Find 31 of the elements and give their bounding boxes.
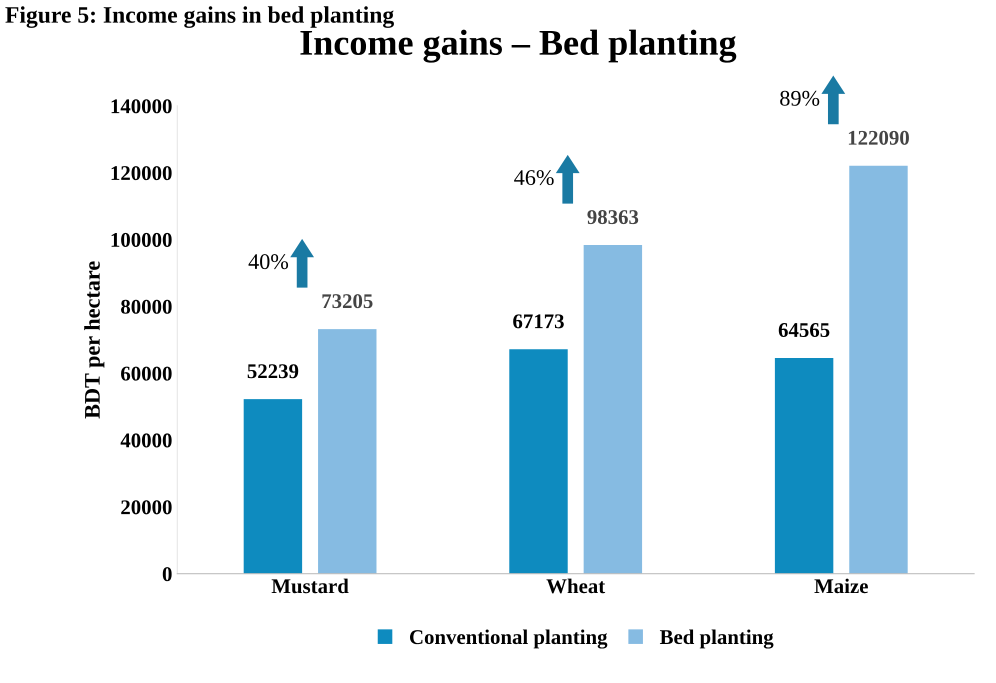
chart-title: Income gains – Bed planting <box>300 30 736 63</box>
text: 89% <box>780 90 820 106</box>
annotation: 40% <box>248 254 288 270</box>
data-label: 52239 <box>248 364 298 378</box>
x-tick-label: Maize <box>814 578 868 594</box>
y-tick-label: 120000 <box>112 166 172 180</box>
caption: Figure 5: Income gains in bed planting <box>5 6 394 28</box>
data-label: 98363 <box>587 210 638 224</box>
bar <box>318 329 376 574</box>
legend-label: Bed planting <box>660 629 774 649</box>
y-tick-label: 0 <box>162 567 172 582</box>
x-tick-label: Mustard <box>272 578 349 594</box>
data-label: 122090 <box>848 130 909 145</box>
y-tick-label: 20000 <box>121 500 172 514</box>
x-tick-label: Wheat <box>546 578 606 594</box>
data-label: 73205 <box>322 294 373 308</box>
y-tick-label: 80000 <box>121 300 172 314</box>
data-label: 64565 <box>778 323 830 338</box>
bar <box>774 358 834 574</box>
y-tick-label: 100000 <box>112 232 172 247</box>
y-axis-title: BDT per hectare <box>84 261 104 418</box>
y-tick-label: 60000 <box>121 366 172 381</box>
bar <box>244 399 302 574</box>
legend-label: Conventional planting <box>410 629 608 649</box>
annotation: 46% <box>514 170 554 186</box>
bar <box>584 245 642 574</box>
bar <box>509 349 568 574</box>
data-label: 67173 <box>513 314 564 328</box>
y-tick-label: 40000 <box>120 433 172 448</box>
bar <box>849 166 908 574</box>
y-tick-label: 140000 <box>112 99 172 114</box>
